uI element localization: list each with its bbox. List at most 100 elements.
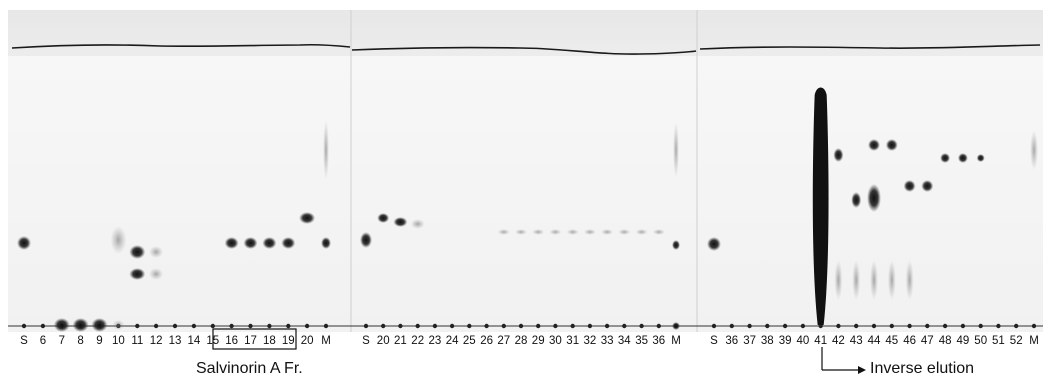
tlc-plate-1 <box>8 10 351 332</box>
tlc-spot <box>833 148 844 162</box>
lane-label: 28 <box>515 335 528 347</box>
lane-label: 36 <box>725 335 738 347</box>
tlc-spot <box>149 246 164 258</box>
tlc-spot <box>852 260 861 300</box>
lane-label: 51 <box>992 335 1005 347</box>
origin-spot <box>415 323 420 329</box>
origin-spot <box>1031 323 1037 329</box>
origin-spot <box>286 323 291 329</box>
origin-spot <box>656 323 661 329</box>
lane-label: 38 <box>761 335 774 347</box>
lane-label: M <box>321 335 331 347</box>
origin-spot <box>229 323 234 329</box>
tlc-plate-3 <box>697 10 1043 332</box>
lane-label: 18 <box>263 335 276 347</box>
lane-label: 10 <box>112 335 125 347</box>
origin-spot <box>570 323 575 329</box>
lane-label: M <box>671 335 681 347</box>
lane-label: 11 <box>131 335 143 347</box>
lane-label: 25 <box>463 335 476 347</box>
lane-label: 31 <box>566 335 579 347</box>
tlc-spot <box>110 226 127 254</box>
tlc-streak <box>812 87 829 325</box>
tlc-spot <box>393 217 408 227</box>
origin-spot <box>854 323 859 329</box>
tlc-plate-2 <box>351 10 697 332</box>
origin-spot <box>765 323 770 329</box>
origin-spot <box>484 323 489 329</box>
tlc-spot <box>957 153 968 163</box>
origin-spot <box>622 323 627 329</box>
origin-spot <box>711 323 717 329</box>
origin-spot <box>501 323 506 329</box>
tlc-spot <box>921 180 934 192</box>
origin-spot <box>729 323 734 329</box>
lane-label: 9 <box>96 335 102 347</box>
origin-spot <box>889 323 894 329</box>
lane-label: 39 <box>779 335 792 347</box>
tlc-spot <box>834 260 843 300</box>
origin-spot <box>587 323 593 329</box>
origin-spot <box>518 323 524 329</box>
lane-label: S <box>362 335 370 347</box>
tlc-spot <box>91 318 108 332</box>
lane-label: 20 <box>301 335 314 347</box>
tlc-spot <box>867 184 881 212</box>
lane-label: 6 <box>40 335 46 347</box>
origin-spot <box>449 323 455 329</box>
origin-spot <box>248 323 253 329</box>
tlc-spot <box>549 229 562 235</box>
tlc-spot <box>885 139 898 151</box>
origin-spot <box>432 323 438 329</box>
origin-spot <box>210 323 215 329</box>
origin-spot <box>135 323 140 329</box>
origin-spot <box>907 323 912 329</box>
origin-spot <box>836 323 841 329</box>
tlc-spot <box>53 318 70 332</box>
origin-spot <box>191 323 197 329</box>
origin-spot <box>925 323 930 329</box>
lane-label: 32 <box>584 335 597 347</box>
tlc-spot <box>672 240 680 250</box>
lane-label: 43 <box>850 335 863 347</box>
solvent-front-line <box>351 46 697 55</box>
inverse-elution-arrow <box>821 347 866 374</box>
origin-spot <box>153 323 159 329</box>
tlc-spot <box>323 120 329 180</box>
origin-spot <box>747 323 752 329</box>
origin-spot <box>996 323 1001 329</box>
origin-spot <box>267 323 272 329</box>
origin-spot <box>800 323 806 329</box>
origin-spot <box>323 323 329 329</box>
origin-spot <box>304 323 310 329</box>
solvent-front-line <box>699 44 1041 50</box>
tlc-spot <box>243 237 258 249</box>
origin-spot <box>782 323 788 329</box>
lane-label: S <box>710 335 718 347</box>
tlc-spot <box>515 229 527 235</box>
tlc-spot <box>17 236 31 250</box>
lane-label: 17 <box>244 335 257 347</box>
lane-label: 30 <box>549 335 562 347</box>
lane-label: 13 <box>169 335 182 347</box>
tlc-spot <box>262 237 277 249</box>
lane-label: 41 <box>814 335 827 347</box>
tlc-spot <box>905 260 914 300</box>
origin-spot <box>381 323 386 329</box>
tlc-spot <box>129 268 146 280</box>
lane-label: 49 <box>957 335 970 347</box>
plate-header-band <box>8 10 1043 56</box>
lane-label: 36 <box>652 335 665 347</box>
lane-label: 46 <box>903 335 916 347</box>
lane-label: 24 <box>446 335 459 347</box>
tlc-spot <box>149 268 164 280</box>
origin-spot <box>172 323 178 329</box>
origin-spot <box>978 323 983 329</box>
tlc-spot <box>129 245 146 259</box>
tlc-spot <box>72 318 89 332</box>
origin-spot <box>398 323 403 329</box>
lane-label: S <box>20 335 28 347</box>
tlc-spot <box>532 229 545 235</box>
lane-label: 50 <box>974 335 987 347</box>
